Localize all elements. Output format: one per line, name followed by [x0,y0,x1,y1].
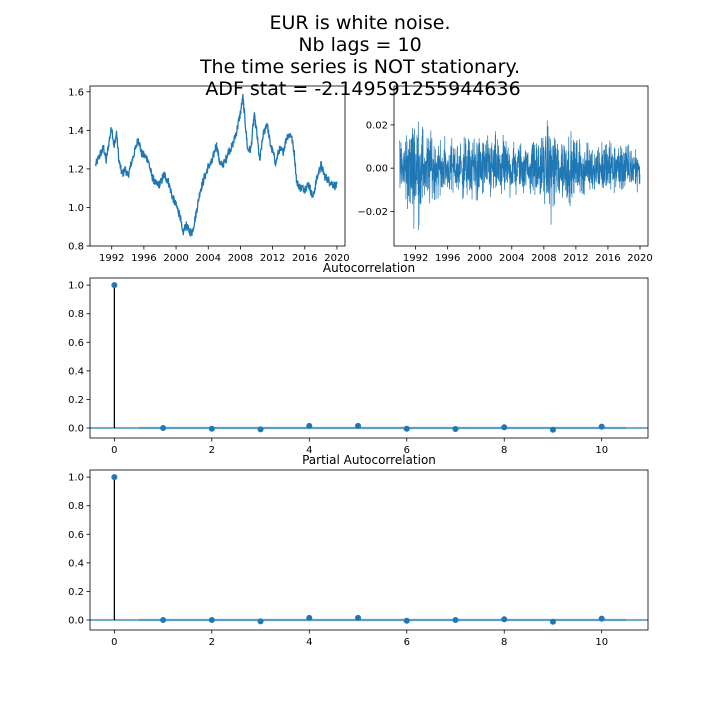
x-tick-label: 2016 [595,253,620,264]
y-tick-label: 0.8 [68,309,84,320]
x-tick-label: 6 [404,445,410,456]
partial-autocorrelation-title: Partial Autocorrelation [302,453,436,467]
y-tick-label: 0.4 [68,366,84,377]
x-tick-label: 8 [501,445,507,456]
price-series-panel: 1992 1996 2000 2004 2008 2012 2016 2020 0.8 1.0 1.… [68,85,350,264]
x-tick-label: 2004 [196,253,221,264]
y-tick-label: 0.0 [68,616,84,627]
x-tick-label: 6 [404,637,410,648]
lag-point [257,618,264,625]
y-tick-label: 0.2 [68,395,84,406]
y-tick-label: 0.00 [366,164,388,175]
y-tick-label: 0.8 [68,501,84,512]
lag-point [208,617,215,623]
x-tick-label: 1992 [99,253,124,264]
x-tick-label: 2004 [499,253,524,264]
lag-point [549,618,556,625]
y-tick-label: 0.2 [68,587,84,598]
price-line [94,94,338,238]
lag-point [208,425,215,432]
x-tick-label: 0 [111,637,117,648]
y-tick-label: 0.4 [68,558,84,569]
x-tick-label: 2000 [163,253,188,264]
title-line-2: Nb lags = 10 [298,34,421,56]
returns-series-panel: 1992 1996 2000 2004 2008 2012 2016 2020 −0.02 0.0… [357,85,653,264]
y-tick-label: 1.2 [68,164,84,175]
x-tick-label: 2 [209,637,215,648]
title-line-4: ADF stat = -2.149591255944636 [205,78,520,100]
x-tick-label: 1996 [435,253,460,264]
y-tick-label: 0.6 [68,530,84,541]
lag-point [306,422,313,429]
axes-frame [89,469,649,631]
axes-frame [89,277,649,439]
returns-line [399,120,641,231]
lag-point [257,426,264,433]
lag-point [403,425,410,432]
lag-point [598,423,605,430]
x-tick-label: 2008 [531,253,556,264]
partial-autocorrelation-panel: Partial Autocorrelation 0 2 4 6 8 10 0.0 0.2 0.4… [68,453,649,648]
lag-point [160,617,167,623]
x-tick-label: 2020 [627,253,652,264]
y-tick-label: 0.8 [68,242,84,253]
x-tick-label: 2016 [292,253,317,264]
figure-title: EUR is white noise. Nb lags = 10 The tim… [199,12,521,100]
lag-point [111,282,118,289]
lag-point [111,474,118,481]
autocorrelation-panel: Autocorrelation 0 2 4 6 8 10 0.0 0.2 0.4 0.6 0.8 1.… [68,261,649,456]
lag-point [598,615,605,622]
y-tick-label: 0.6 [68,338,84,349]
lag-point [501,424,508,431]
x-tick-label: 2020 [324,253,349,264]
x-tick-label: 1996 [131,253,156,264]
x-tick-label: 10 [595,637,608,648]
y-tick-label: 1.4 [68,126,84,137]
x-tick-label: 4 [306,637,312,648]
lag-point [452,617,459,623]
y-tick-label: 1.0 [68,203,84,214]
y-tick-label: 0.0 [68,424,84,435]
y-tick-label: 1.0 [68,473,84,484]
x-tick-label: 2000 [467,253,492,264]
x-tick-label: 2008 [228,253,253,264]
x-tick-label: 0 [111,445,117,456]
x-tick-label: 2 [209,445,215,456]
title-line-3: The time series is NOT stationary. [199,56,520,78]
lag-point [403,617,410,624]
title-line-1: EUR is white noise. [270,12,451,34]
x-tick-label: 8 [501,637,507,648]
y-tick-label: 1.6 [68,87,84,98]
x-tick-label: 4 [306,445,312,456]
axes-frame [393,85,649,247]
lag-point [160,425,167,431]
lag-point [452,426,459,432]
x-tick-label: 2012 [563,253,588,264]
autocorrelation-title: Autocorrelation [323,261,415,275]
y-tick-label: 0.02 [366,120,388,131]
lag-point [549,426,556,433]
lag-point [306,614,313,621]
lag-point [355,422,362,429]
y-tick-label: −0.02 [357,207,388,218]
y-tick-label: 1.0 [68,281,84,292]
axes-frame [89,85,346,247]
lag-point [501,616,508,623]
x-tick-label: 1992 [403,253,428,264]
x-tick-label: 10 [595,445,608,456]
x-tick-label: 2012 [260,253,285,264]
lag-point [355,614,362,621]
